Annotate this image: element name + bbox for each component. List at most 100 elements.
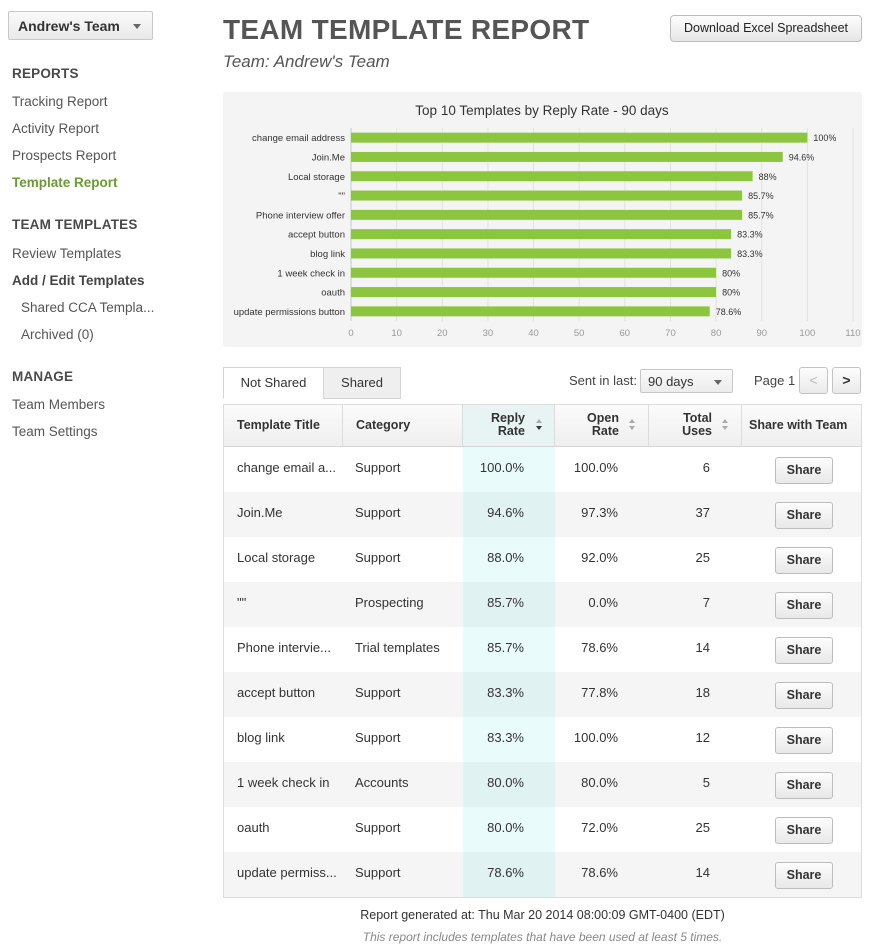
next-page-button[interactable]: > — [832, 367, 861, 394]
sidebar-item-tracking-report[interactable]: Tracking Report — [12, 94, 108, 109]
cell-total-uses: 18 — [695, 685, 710, 700]
templates-table: Template Title Category Reply Rate Open Ra… — [223, 404, 862, 898]
sort-up-icon — [536, 419, 542, 423]
share-button[interactable]: Share — [775, 637, 833, 664]
cell-template-title: change email a... — [237, 460, 337, 475]
reply-rate-chart: Top 10 Templates by Reply Rate - 90 days… — [223, 92, 862, 347]
chart-bar — [351, 229, 732, 240]
col-total-uses[interactable]: Total Uses — [649, 405, 742, 446]
reply-rate-highlight — [463, 492, 555, 537]
table-row: 1 week check in Accounts 80.0% 80.0% 5 Share — [224, 762, 861, 807]
share-button[interactable]: Share — [775, 727, 833, 754]
reply-rate-highlight — [463, 537, 555, 582]
table-row: Join.Me Support 94.6% 97.3% 37 Share — [224, 492, 861, 537]
sidebar-item-shared-folder[interactable]: Shared CCA Templa... — [21, 300, 155, 315]
table-row: change email a... Support 100.0% 100.0% 6 Sha… — [224, 447, 861, 492]
reply-rate-highlight — [463, 447, 555, 492]
x-tick-label: 20 — [437, 328, 448, 339]
cell-template-title: Join.Me — [237, 505, 283, 520]
sidebar-item-prospects-report[interactable]: Prospects Report — [12, 148, 117, 163]
page-subtitle: Team: Andrew's Team — [223, 52, 390, 71]
chart-bar — [351, 151, 783, 162]
category-label: "" — [338, 191, 345, 202]
category-label: change email address — [252, 133, 345, 144]
cell-category: Support — [355, 730, 401, 745]
x-tick-label: 70 — [665, 328, 676, 339]
data-label: 88% — [759, 172, 777, 182]
cell-total-uses: 12 — [695, 730, 710, 745]
share-button[interactable]: Share — [775, 772, 833, 799]
sidebar-item-team-members[interactable]: Team Members — [12, 397, 106, 412]
col-open-rate[interactable]: Open Rate — [555, 405, 649, 446]
sidebar-item-archived[interactable]: Archived (0) — [21, 327, 94, 342]
cell-open-rate: 100.0% — [573, 730, 618, 745]
reply-rate-highlight — [463, 807, 555, 852]
sidebar-item-activity-report[interactable]: Activity Report — [12, 121, 100, 136]
sidebar-item-add-edit-templates[interactable]: Add / Edit Templates — [12, 273, 145, 288]
data-label: 94.6% — [789, 152, 815, 162]
table-header: Template Title Category Reply Rate Open Ra… — [224, 405, 861, 447]
cell-category: Prospecting — [355, 595, 424, 610]
cell-category: Support — [355, 460, 401, 475]
col-category[interactable]: Category — [343, 405, 463, 446]
cell-reply-rate: 83.3% — [487, 685, 524, 700]
share-button[interactable]: Share — [775, 502, 833, 529]
cell-category: Accounts — [355, 775, 409, 790]
reply-rate-highlight — [463, 627, 555, 672]
share-button[interactable]: Share — [775, 592, 833, 619]
reply-rate-highlight — [463, 717, 555, 762]
cell-category: Support — [355, 550, 401, 565]
sidebar-item-template-report[interactable]: Template Report — [12, 175, 118, 190]
reply-rate-highlight — [463, 672, 555, 717]
sort-down-icon — [629, 426, 635, 430]
cell-category: Support — [355, 505, 401, 520]
x-tick-label: 50 — [574, 328, 585, 339]
sent-in-last-value: 90 days — [648, 374, 694, 389]
share-button[interactable]: Share — [775, 817, 833, 844]
tab-not-shared[interactable]: Not Shared — [223, 367, 324, 399]
sent-in-last-select[interactable]: 90 days — [640, 369, 733, 393]
share-button[interactable]: Share — [775, 682, 833, 709]
category-label: Join.Me — [312, 152, 345, 163]
sidebar-item-review-templates[interactable]: Review Templates — [12, 246, 122, 261]
sidebar-item-team-settings[interactable]: Team Settings — [12, 424, 98, 439]
team-templates-heading: TEAM TEMPLATES — [12, 217, 138, 232]
chart-bar — [351, 248, 732, 259]
x-tick-label: 110 — [845, 328, 860, 339]
table-row: Phone intervie... Trial templates 85.7% 78.… — [224, 627, 861, 672]
cell-open-rate: 97.3% — [581, 505, 618, 520]
download-excel-button[interactable]: Download Excel Spreadsheet — [670, 15, 862, 42]
col-reply-rate[interactable]: Reply Rate — [463, 405, 555, 446]
cell-reply-rate: 85.7% — [487, 595, 524, 610]
share-button[interactable]: Share — [775, 862, 833, 889]
col-template-title[interactable]: Template Title — [224, 405, 343, 446]
chart-bar — [351, 132, 808, 143]
share-button[interactable]: Share — [775, 457, 833, 484]
cell-total-uses: 37 — [695, 505, 710, 520]
chart-bar — [351, 190, 743, 201]
data-label: 78.6% — [716, 307, 742, 317]
data-label: 85.7% — [748, 210, 774, 220]
team-selector[interactable]: Andrew's Team — [8, 11, 153, 40]
page-title: TEAM TEMPLATE REPORT — [223, 14, 590, 45]
cell-template-title: blog link — [237, 730, 285, 745]
sort-down-icon — [536, 426, 542, 430]
data-label: 80% — [722, 268, 740, 278]
page-indicator: Page 1 — [754, 373, 796, 388]
data-label: 100% — [813, 133, 836, 143]
reply-rate-highlight — [463, 582, 555, 627]
manage-heading: MANAGE — [12, 369, 74, 384]
cell-template-title: oauth — [237, 820, 270, 835]
team-selector-label: Andrew's Team — [18, 18, 120, 34]
cell-total-uses: 6 — [702, 460, 710, 475]
data-label: 85.7% — [748, 191, 774, 201]
share-button[interactable]: Share — [775, 547, 833, 574]
chart-bar — [351, 306, 710, 317]
prev-page-button[interactable]: < — [799, 367, 828, 394]
cell-open-rate: 100.0% — [573, 460, 618, 475]
table-row: blog link Support 83.3% 100.0% 12 Share — [224, 717, 861, 762]
cell-reply-rate: 80.0% — [487, 775, 524, 790]
tab-shared[interactable]: Shared — [323, 367, 401, 399]
data-label: 83.3% — [737, 230, 763, 240]
x-tick-label: 40 — [528, 328, 539, 339]
